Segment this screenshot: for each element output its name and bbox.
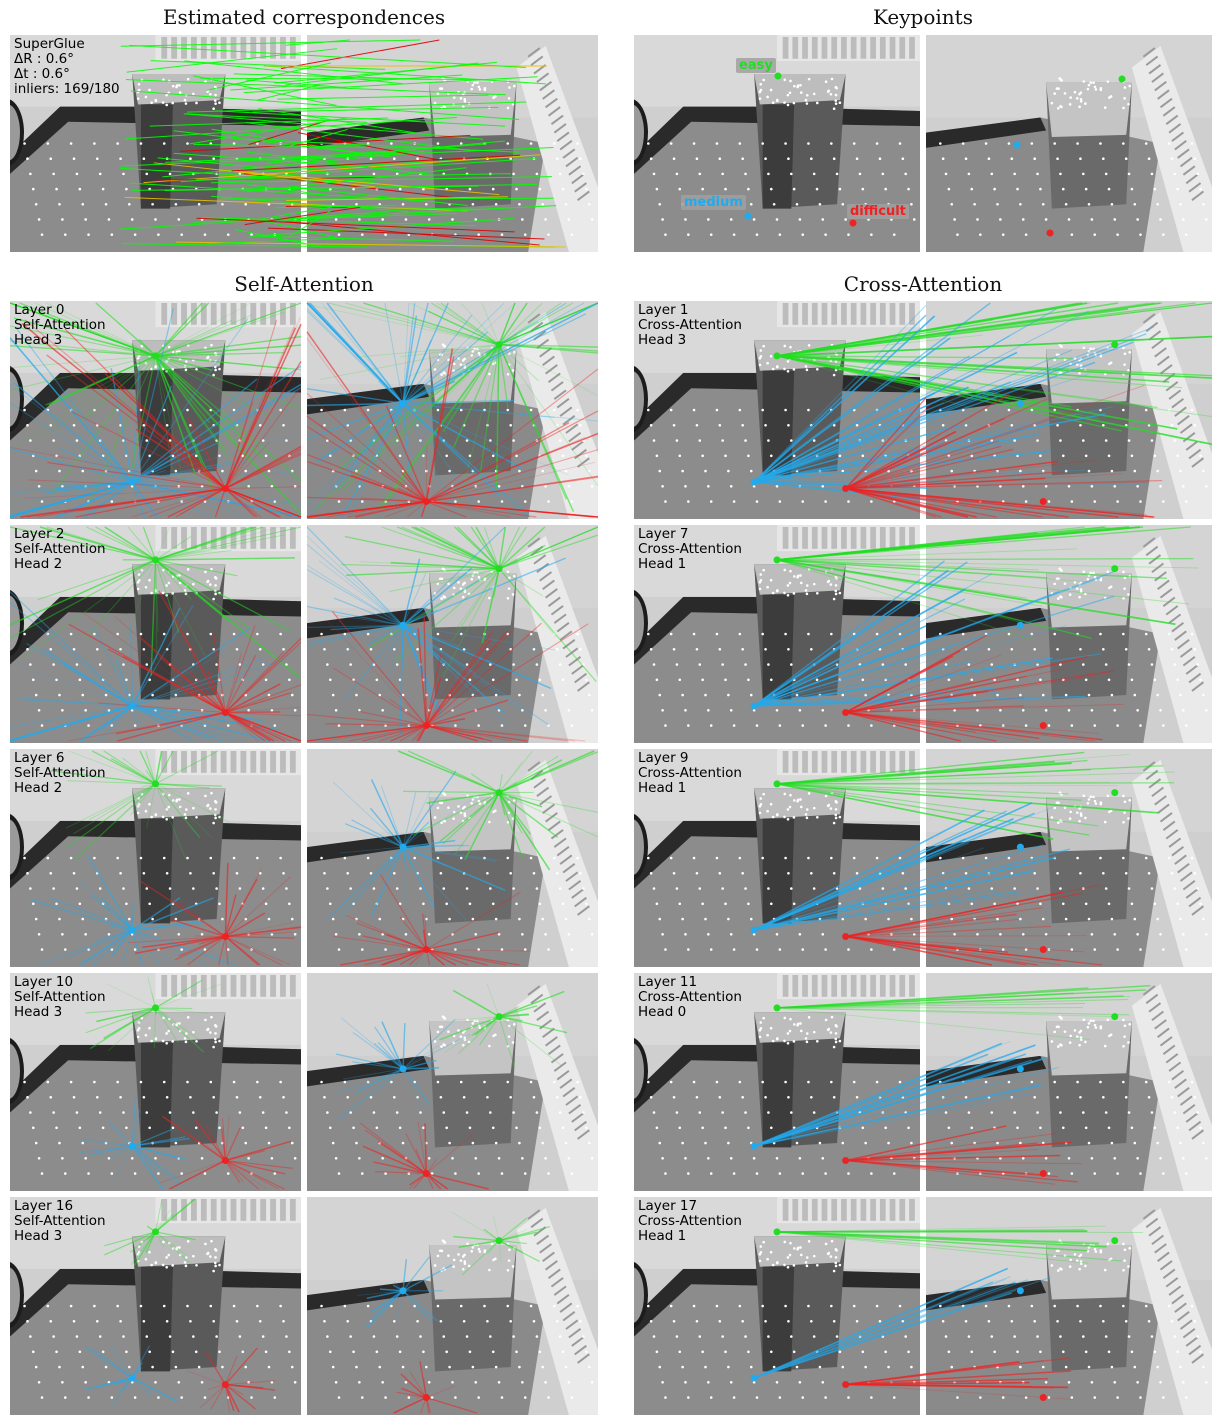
matches-panel: SuperGlue ΔR : 0.6° Δt : 0.6° inliers: 1… xyxy=(10,35,598,252)
difficult-keypoint-right xyxy=(1040,498,1047,505)
difficult-keypoint xyxy=(423,498,430,505)
medium-keypoint-right xyxy=(1014,142,1021,149)
easy-keypoint-right xyxy=(1111,565,1118,572)
keypoints-panel: easy medium difficult xyxy=(634,35,1212,252)
difficult-label: difficult xyxy=(847,204,909,219)
easy-keypoint-right xyxy=(1111,1237,1118,1244)
medium-keypoint-left xyxy=(751,926,758,933)
medium-keypoint-left xyxy=(745,213,752,220)
easy-keypoint-left xyxy=(774,556,781,563)
easy-keypoint xyxy=(496,1237,503,1244)
easy-keypoint xyxy=(152,1004,159,1011)
medium-keypoint-right xyxy=(1017,1065,1024,1072)
difficult-keypoint xyxy=(423,946,430,953)
easy-keypoint xyxy=(496,789,503,796)
difficult-keypoint xyxy=(222,1157,229,1164)
medium-keypoint xyxy=(400,622,407,629)
medium-label: medium xyxy=(681,195,746,210)
medium-keypoint-right xyxy=(1017,844,1024,851)
difficult-keypoint-left xyxy=(842,709,849,716)
difficult-keypoint xyxy=(222,485,229,492)
difficult-keypoint xyxy=(222,1381,229,1388)
difficult-keypoint xyxy=(222,709,229,716)
easy-keypoint-right xyxy=(1111,789,1118,796)
easy-label: easy xyxy=(736,58,776,73)
easy-keypoint xyxy=(152,352,159,359)
title-estimated-correspondences: Estimated correspondences xyxy=(10,5,598,29)
easy-keypoint-left xyxy=(774,1004,781,1011)
medium-keypoint xyxy=(400,1065,407,1072)
difficult-keypoint-right xyxy=(1040,1394,1047,1401)
medium-keypoint xyxy=(129,1142,136,1149)
difficult-keypoint-left xyxy=(842,933,849,940)
easy-keypoint-right xyxy=(1119,76,1126,83)
medium-keypoint xyxy=(400,1287,407,1294)
medium-keypoint xyxy=(129,478,136,485)
medium-keypoint xyxy=(129,702,136,709)
difficult-keypoint-right xyxy=(1040,1170,1047,1177)
easy-keypoint-left xyxy=(774,352,781,359)
easy-keypoint xyxy=(152,1228,159,1235)
medium-keypoint xyxy=(129,1374,136,1381)
medium-keypoint-right xyxy=(1017,400,1024,407)
difficult-keypoint-right xyxy=(1040,722,1047,729)
difficult-keypoint-left xyxy=(842,485,849,492)
medium-keypoint-left xyxy=(751,1142,758,1149)
title-cross-attention: Cross-Attention xyxy=(634,272,1212,296)
difficult-keypoint xyxy=(423,1394,430,1401)
difficult-keypoint-right xyxy=(1040,946,1047,953)
medium-keypoint-left xyxy=(751,1374,758,1381)
difficult-keypoint-left xyxy=(842,1157,849,1164)
difficult-keypoint xyxy=(222,933,229,940)
title-keypoints: Keypoints xyxy=(634,5,1212,29)
easy-keypoint xyxy=(152,556,159,563)
title-self-attention: Self-Attention xyxy=(10,272,598,296)
difficult-keypoint xyxy=(423,1170,430,1177)
easy-keypoint xyxy=(152,780,159,787)
easy-keypoint xyxy=(496,341,503,348)
difficult-keypoint-left xyxy=(850,220,857,227)
difficult-keypoint-left xyxy=(842,1381,849,1388)
medium-keypoint xyxy=(400,400,407,407)
easy-keypoint-left xyxy=(774,780,781,787)
medium-keypoint-right xyxy=(1017,622,1024,629)
difficult-keypoint xyxy=(423,722,430,729)
difficult-keypoint-right xyxy=(1047,230,1054,237)
easy-keypoint-left xyxy=(775,73,782,80)
medium-keypoint xyxy=(129,926,136,933)
medium-keypoint-left xyxy=(751,702,758,709)
easy-keypoint-right xyxy=(1111,1013,1118,1020)
easy-keypoint-left xyxy=(774,1228,781,1235)
medium-keypoint xyxy=(400,844,407,851)
medium-keypoint-left xyxy=(751,478,758,485)
easy-keypoint xyxy=(496,1013,503,1020)
medium-keypoint-right xyxy=(1017,1287,1024,1294)
easy-keypoint xyxy=(496,565,503,572)
easy-keypoint-right xyxy=(1111,341,1118,348)
